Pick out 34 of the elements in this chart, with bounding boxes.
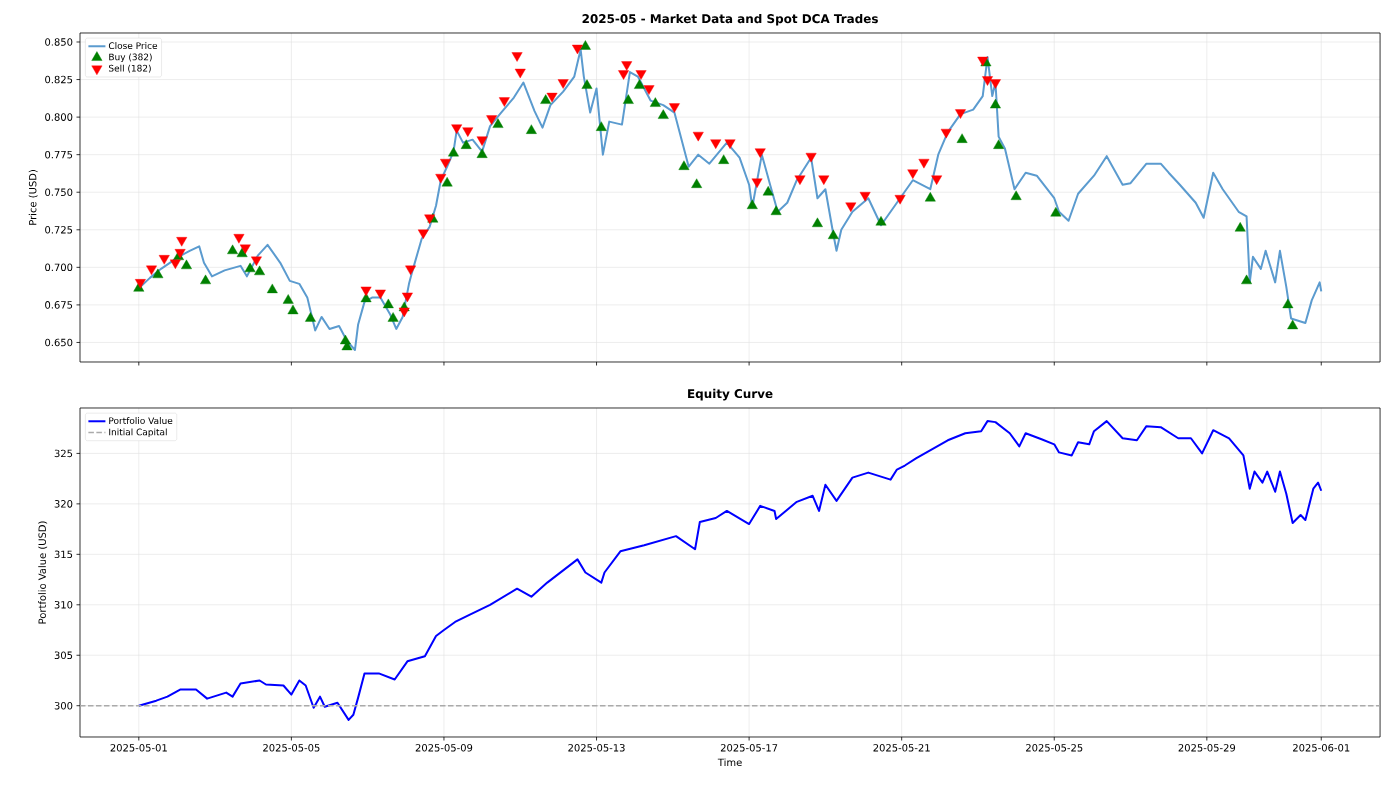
x-tick-label: 2025-05-25 [1026, 744, 1083, 752]
y-tick-label: 0.825 [45, 75, 73, 84]
x-tick-label: 2025-05-29 [1178, 744, 1236, 752]
y-tick-label: 0.650 [45, 338, 73, 347]
legend-label: Sell (182) [108, 64, 151, 73]
y-tick-label: 0.800 [45, 113, 73, 121]
y-tick-label: 315 [54, 550, 73, 559]
x-tick-label: 2025-06-01 [1293, 744, 1350, 752]
x-tick-label: 2025-05-17 [720, 744, 778, 752]
legend-label: Close Price [108, 42, 158, 50]
y-tick-label: 0.675 [45, 301, 73, 309]
y-axis-title: Portfolio Value (USD) [38, 521, 48, 624]
y-tick-label: 0.700 [45, 263, 73, 272]
legend-label: Portfolio Value [109, 417, 173, 425]
chart-title: 2025-05 - Market Data and Spot DCA Trades [582, 13, 878, 26]
y-tick-label: 300 [54, 701, 73, 710]
y-tick-label: 0.750 [45, 188, 73, 196]
x-tick-label: 2025-05-13 [568, 744, 625, 752]
chart-title: Equity Curve [688, 388, 773, 401]
x-tick-label: 2025-05-01 [110, 744, 167, 752]
y-tick-label: 0.850 [45, 38, 73, 46]
x-tick-label: 2025-05-09 [415, 744, 473, 752]
x-tick-label: 2025-05-05 [263, 744, 320, 752]
x-axis-title: Time [717, 758, 742, 767]
legend-label: Buy (382) [109, 53, 152, 63]
y-tick-label: 325 [54, 449, 73, 458]
y-tick-label: 310 [54, 601, 73, 609]
y-tick-label: 305 [54, 651, 73, 660]
y-tick-label: 0.775 [45, 150, 73, 159]
y-tick-label: 320 [54, 500, 73, 508]
x-tick-label: 2025-05-21 [873, 744, 930, 752]
y-tick-label: 0.725 [45, 226, 73, 234]
legend-label: Initial Capital [109, 428, 167, 438]
y-axis-title: Price (USD) [28, 170, 38, 225]
